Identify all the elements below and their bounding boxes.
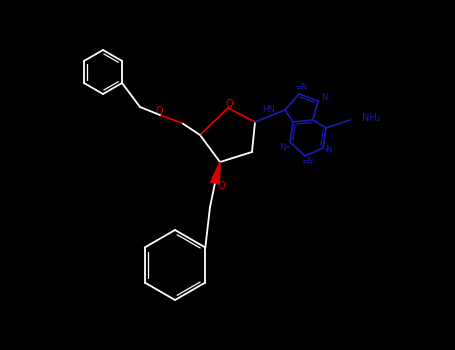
Polygon shape [211,162,220,184]
Text: O: O [217,181,225,191]
Text: =N: =N [301,156,313,166]
Text: ≡: ≡ [325,147,329,152]
Text: O: O [155,106,163,116]
Text: =N: =N [295,84,307,92]
Text: HN: HN [262,105,275,113]
Text: N: N [325,145,331,154]
Text: O: O [225,99,233,109]
Text: NH₂: NH₂ [362,113,381,123]
Text: N: N [321,93,327,103]
Text: N: N [278,142,285,152]
Text: =: = [284,144,290,150]
